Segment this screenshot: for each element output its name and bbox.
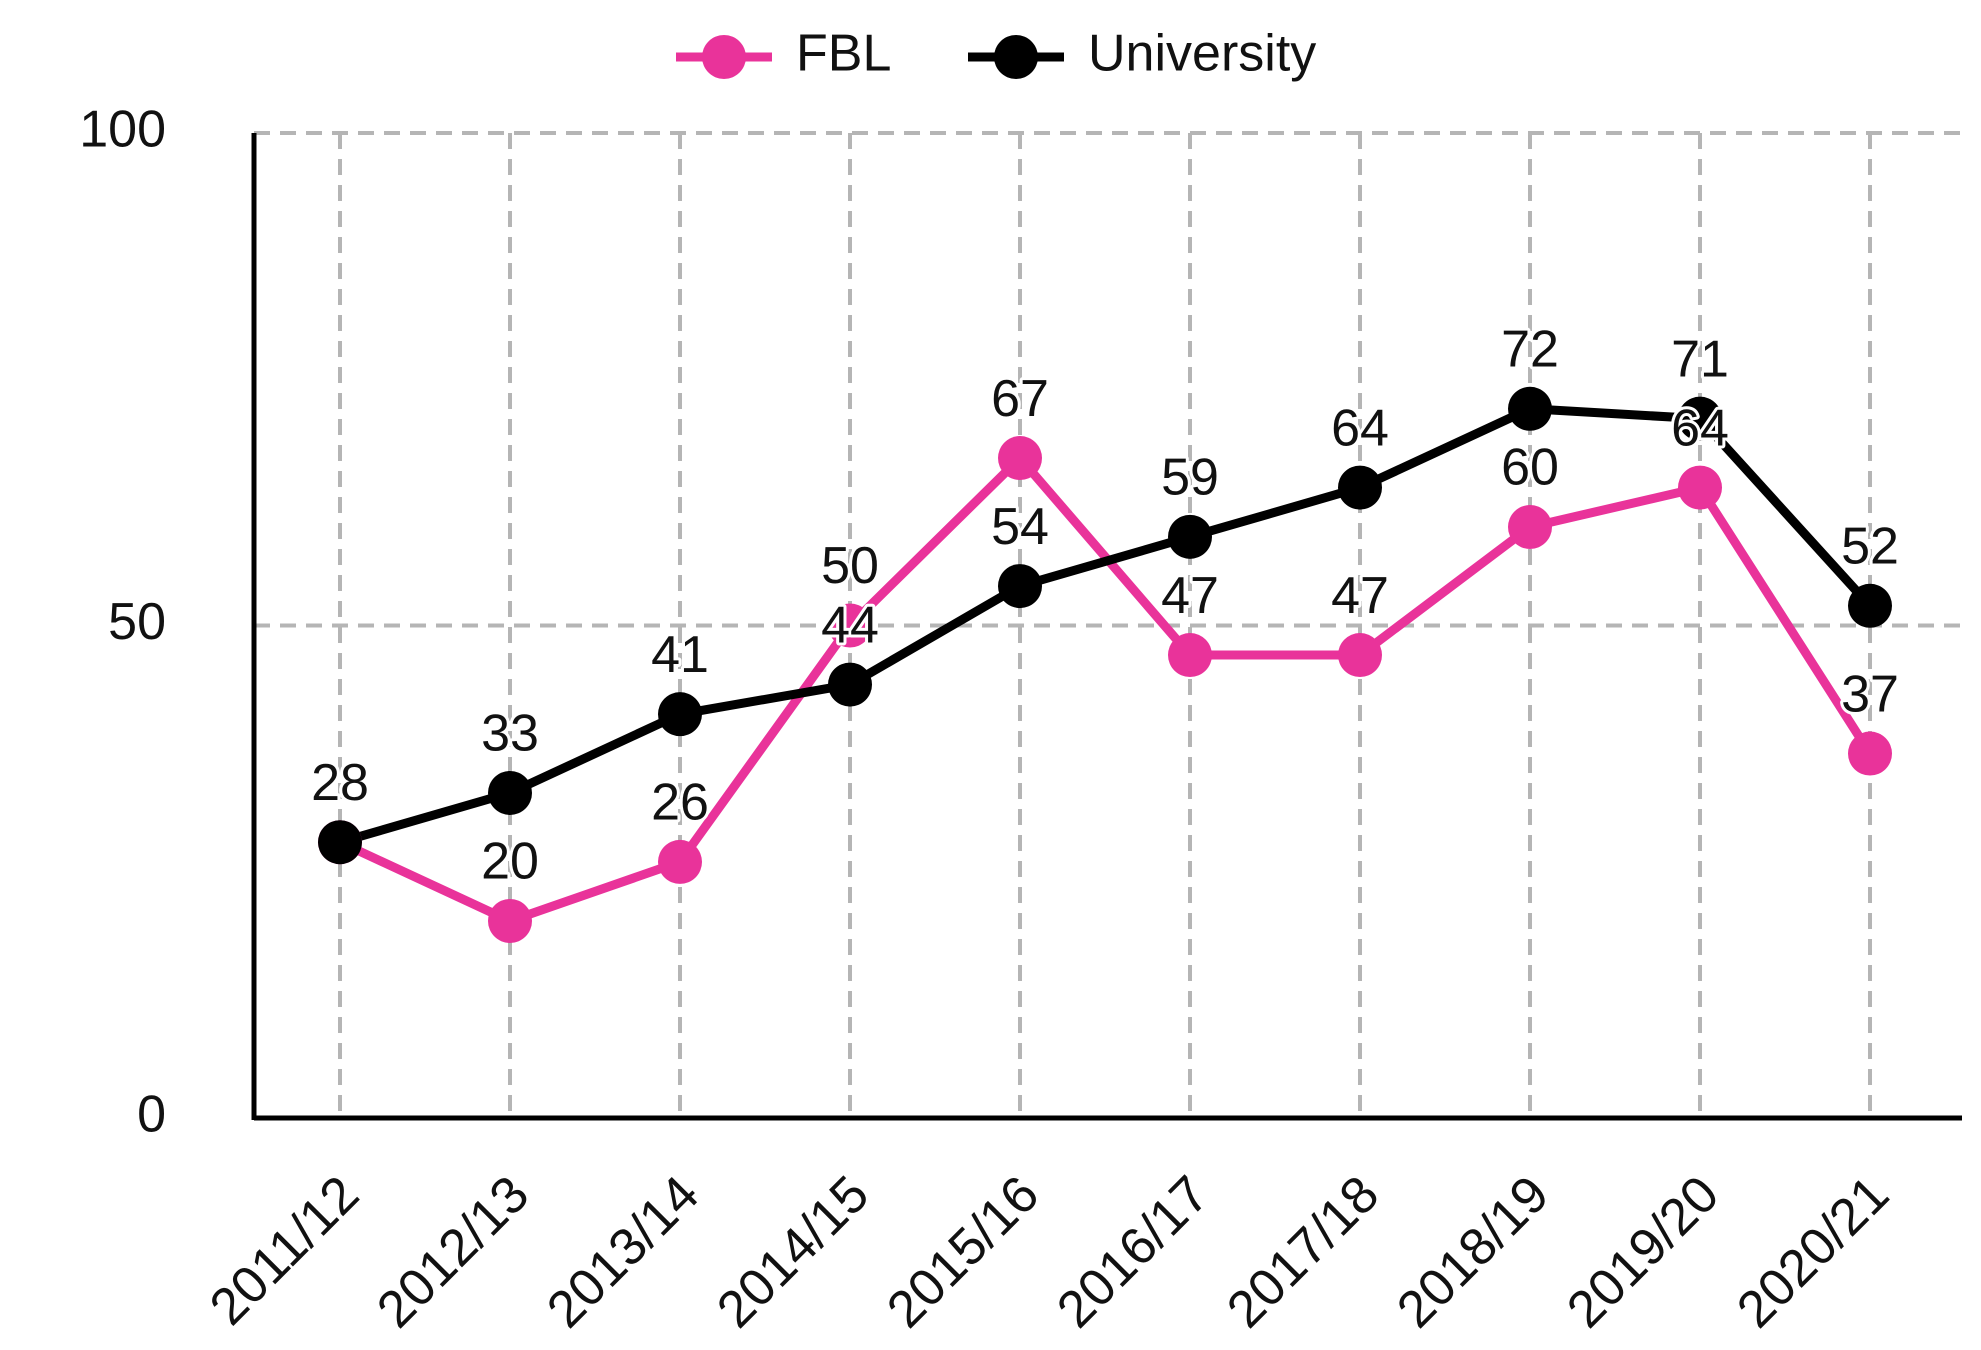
data-label: 26 bbox=[651, 774, 709, 832]
point bbox=[488, 899, 532, 943]
data-label: 50 bbox=[821, 537, 879, 595]
point bbox=[1848, 731, 1892, 776]
data-label: 64 bbox=[1331, 399, 1389, 457]
point bbox=[1168, 633, 1212, 678]
point bbox=[658, 692, 702, 737]
point bbox=[1508, 386, 1552, 431]
data-label: 47 bbox=[1331, 567, 1389, 625]
point bbox=[1338, 633, 1382, 678]
point bbox=[1678, 465, 1722, 510]
point bbox=[828, 662, 872, 707]
point bbox=[828, 603, 872, 648]
point bbox=[1338, 465, 1382, 510]
x-tick-label: 2013/14 bbox=[536, 1165, 710, 1339]
data-label: 37 bbox=[1841, 665, 1899, 723]
data-label: 59 bbox=[1161, 449, 1219, 507]
x-tick-label: 2016/17 bbox=[1046, 1165, 1220, 1339]
y-tick-label: 50 bbox=[108, 593, 166, 651]
point bbox=[1508, 505, 1552, 549]
series-line bbox=[338, 453, 1874, 926]
x-tick-label: 2018/19 bbox=[1386, 1165, 1560, 1339]
x-tick-label: 2019/20 bbox=[1556, 1165, 1730, 1339]
data-label: 54 bbox=[991, 498, 1049, 556]
point bbox=[998, 436, 1042, 481]
x-tick-label: 2017/18 bbox=[1216, 1165, 1390, 1339]
data-label: 60 bbox=[1501, 439, 1559, 497]
x-tick-label: 2015/16 bbox=[876, 1165, 1050, 1339]
data-label: 28 bbox=[311, 754, 369, 812]
data-label: 33 bbox=[481, 705, 539, 763]
data-label: 64 bbox=[1671, 399, 1729, 457]
x-tick-label: 2012/13 bbox=[366, 1165, 540, 1339]
x-tick-label: 2014/15 bbox=[706, 1165, 880, 1339]
x-tick-label: 2020/21 bbox=[1726, 1165, 1900, 1339]
legend-label: University bbox=[1088, 25, 1316, 83]
data-label: 67 bbox=[991, 370, 1049, 428]
point bbox=[488, 770, 532, 815]
point bbox=[998, 564, 1042, 609]
legend-label: FBL bbox=[796, 25, 891, 83]
x-tick-label: 2011/12 bbox=[199, 1165, 370, 1336]
point bbox=[1678, 396, 1722, 441]
point bbox=[658, 839, 702, 884]
y-tick-label: 0 bbox=[137, 1086, 166, 1144]
series-line bbox=[338, 404, 1874, 847]
y-tick-label: 100 bbox=[79, 101, 166, 159]
data-label: 52 bbox=[1841, 518, 1899, 576]
data-label: 20 bbox=[481, 833, 539, 891]
point bbox=[1168, 514, 1212, 559]
data-label: 41 bbox=[651, 626, 709, 684]
legend-marker bbox=[702, 35, 746, 79]
data-label: 44 bbox=[821, 596, 879, 654]
point bbox=[1848, 583, 1892, 628]
data-label: 71 bbox=[1671, 330, 1729, 388]
point bbox=[318, 820, 362, 865]
data-label: 47 bbox=[1161, 567, 1219, 625]
data-label: 72 bbox=[1501, 321, 1559, 379]
data-label: 28 bbox=[311, 754, 369, 812]
legend-marker bbox=[994, 35, 1038, 79]
